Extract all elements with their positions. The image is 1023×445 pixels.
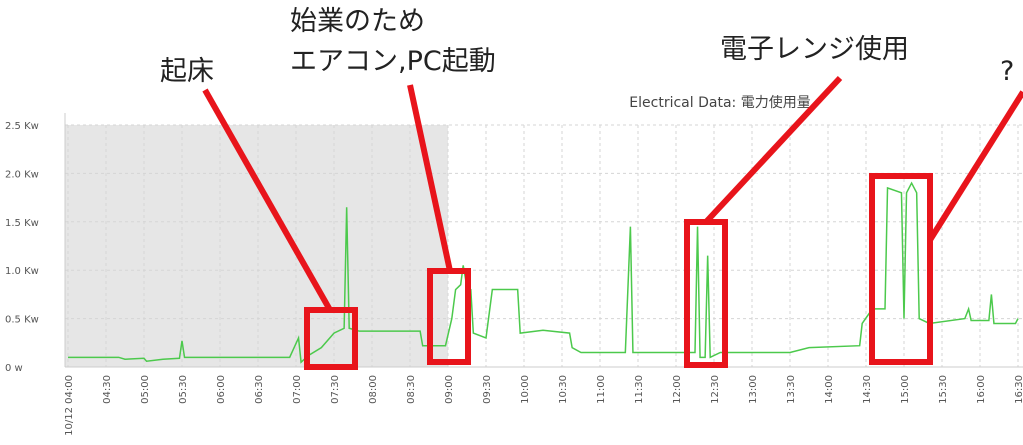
x-tick-label: 11:00: [596, 375, 607, 404]
pointer: [202, 88, 333, 312]
x-tick-label: 13:00: [748, 375, 759, 404]
x-tick-label: 14:00: [824, 375, 835, 404]
y-tick-label: 1.5 Kw: [5, 218, 39, 229]
annotation: 起床: [160, 56, 214, 87]
x-tick-label: 09:30: [482, 375, 493, 404]
y-tick-label: 2.0 Kw: [5, 169, 39, 180]
x-tick-label: 05:30: [178, 375, 189, 404]
x-tick-label: 11:30: [634, 375, 645, 404]
chart-title: Electrical Data: 電力使用量: [629, 94, 810, 111]
x-tick-label: 04:30: [102, 375, 113, 404]
annotation: 始業のため: [290, 6, 425, 37]
highlight-box: [869, 173, 933, 365]
y-tick-label: 1.0 Kw: [5, 266, 39, 277]
x-tick-label: 16:00: [976, 375, 987, 404]
shaded-region: [65, 125, 448, 367]
x-tick-label: 14:30: [862, 375, 873, 404]
x-tick-label: 16:30: [1014, 375, 1023, 404]
y-tick-label: 0 w: [5, 363, 23, 374]
x-tick-label: 09:00: [444, 375, 455, 404]
x-tick-label: 12:00: [672, 375, 683, 404]
x-tick-label: 10:00: [520, 375, 531, 404]
pointer: [927, 90, 1023, 242]
annotation: ?: [1000, 56, 1014, 87]
x-tick-label: 06:30: [254, 375, 265, 404]
highlight-box: [304, 307, 358, 370]
annotation: エアコン,PC起動: [290, 46, 496, 77]
y-tick-label: 0.5 Kw: [5, 315, 39, 326]
x-tick-label: 07:30: [330, 375, 341, 404]
data-line: [68, 181, 1019, 364]
y-tick-label: 2.5 Kw: [5, 121, 39, 132]
x-tick-label: 10/12 04:00: [64, 375, 75, 436]
x-tick-label: 08:00: [368, 375, 379, 404]
annotation: 電子レンジ使用: [720, 34, 909, 65]
x-tick-label: 13:30: [786, 375, 797, 404]
pointer: [407, 84, 453, 272]
x-tick-label: 12:30: [710, 375, 721, 404]
x-tick-label: 05:00: [140, 375, 151, 404]
pointer: [703, 75, 843, 225]
x-tick-label: 07:00: [292, 375, 303, 404]
x-tick-label: 06:00: [216, 375, 227, 404]
x-tick-label: 15:00: [900, 375, 911, 404]
x-tick-label: 08:30: [406, 375, 417, 404]
x-tick-label: 10:30: [558, 375, 569, 404]
x-tick-label: 15:30: [938, 375, 949, 404]
